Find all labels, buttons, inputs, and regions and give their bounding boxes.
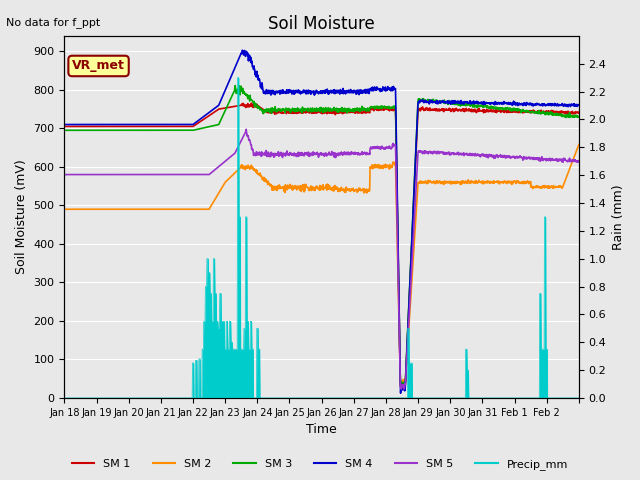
SM 1 — [543, 108, 550, 114]
SM 1 — [324, 108, 332, 114]
SM 1 — [70, 123, 78, 129]
SM 5 — [243, 126, 250, 132]
SM 2 — [324, 181, 332, 187]
SM 3 — [324, 107, 332, 112]
SM 2 — [70, 206, 78, 212]
SM 4 — [397, 390, 404, 396]
SM 5 — [543, 158, 550, 164]
SM 2 — [542, 184, 550, 190]
Line: SM 2: SM 2 — [65, 144, 579, 388]
SM 2 — [575, 142, 582, 147]
Y-axis label: Rain (mm): Rain (mm) — [612, 184, 625, 250]
SM 5 — [575, 158, 582, 164]
SM 4 — [416, 100, 424, 106]
SM 1 — [248, 100, 255, 106]
SM 3 — [294, 108, 301, 114]
SM 4 — [294, 88, 301, 94]
SM 1 — [152, 123, 160, 129]
SM 5 — [70, 172, 78, 178]
SM 5 — [152, 172, 160, 178]
SM 3 — [152, 127, 160, 133]
SM 2 — [61, 206, 68, 212]
SM 4 — [324, 91, 332, 96]
SM 5 — [324, 152, 332, 157]
SM 4 — [575, 102, 582, 108]
SM 3 — [575, 114, 582, 120]
X-axis label: Time: Time — [307, 423, 337, 436]
SM 3 — [416, 97, 424, 103]
SM 4 — [61, 121, 68, 127]
Title: Soil Moisture: Soil Moisture — [268, 15, 375, 33]
Line: SM 3: SM 3 — [65, 85, 579, 387]
SM 4 — [152, 121, 160, 127]
SM 3 — [70, 127, 78, 133]
SM 3 — [543, 111, 550, 117]
SM 3 — [401, 384, 409, 390]
SM 4 — [239, 48, 246, 53]
SM 4 — [543, 102, 550, 108]
Line: SM 1: SM 1 — [65, 103, 579, 389]
Line: SM 5: SM 5 — [65, 129, 579, 389]
SM 5 — [294, 152, 301, 157]
SM 2 — [293, 184, 301, 190]
SM 4 — [70, 121, 78, 127]
Text: No data for f_ppt: No data for f_ppt — [6, 17, 100, 28]
SM 2 — [152, 206, 160, 212]
SM 2 — [400, 385, 408, 391]
SM 1 — [399, 386, 407, 392]
SM 5 — [416, 149, 424, 155]
SM 1 — [416, 107, 424, 112]
Legend: SM 1, SM 2, SM 3, SM 4, SM 5, Precip_mm: SM 1, SM 2, SM 3, SM 4, SM 5, Precip_mm — [68, 455, 572, 474]
SM 5 — [61, 172, 68, 178]
Y-axis label: Soil Moisture (mV): Soil Moisture (mV) — [15, 159, 28, 274]
SM 1 — [575, 110, 582, 116]
SM 1 — [61, 123, 68, 129]
Line: SM 4: SM 4 — [65, 50, 579, 393]
SM 3 — [61, 127, 68, 133]
Text: VR_met: VR_met — [72, 60, 125, 72]
SM 2 — [415, 180, 423, 186]
SM 5 — [397, 386, 405, 392]
SM 3 — [232, 83, 239, 88]
SM 1 — [294, 109, 301, 115]
